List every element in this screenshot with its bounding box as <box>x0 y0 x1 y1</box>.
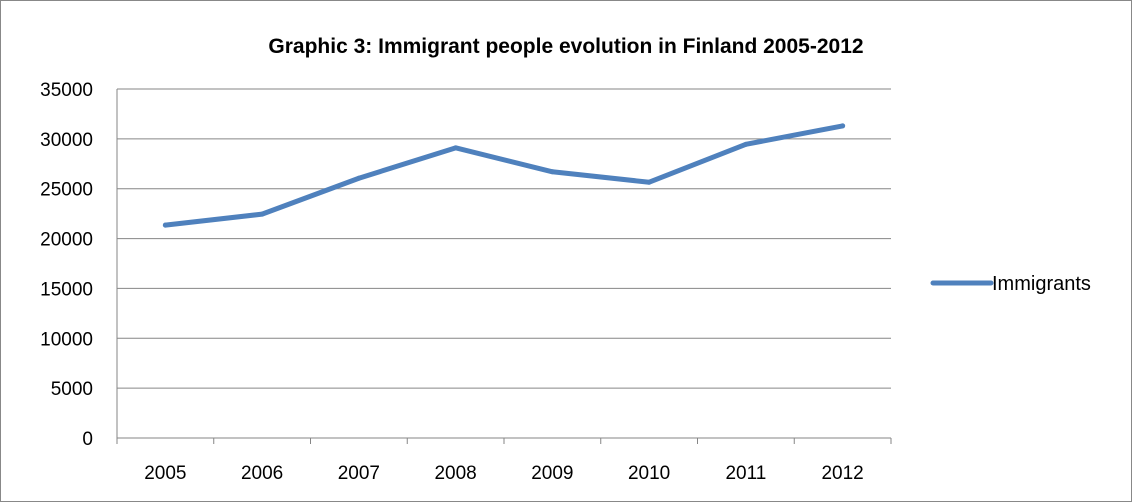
series-lines <box>162 123 846 228</box>
x-tick-label: 2006 <box>241 463 283 484</box>
data-point <box>840 123 846 129</box>
x-tick-labels: 2005 2006 2007 2008 2009 2010 2011 2012 <box>144 463 864 484</box>
y-tick-label: 35000 <box>40 80 93 101</box>
x-tick-label: 2008 <box>434 463 476 484</box>
y-tick-labels: 0 5000 10000 15000 20000 25000 30000 35000 <box>40 80 93 450</box>
series-line-immigrants <box>162 123 846 228</box>
data-point <box>162 222 168 228</box>
x-tick-label: 2010 <box>628 463 670 484</box>
axes <box>116 89 892 444</box>
data-point <box>743 141 749 147</box>
x-tick-label: 2009 <box>531 463 573 484</box>
gridlines <box>117 88 891 389</box>
x-tick-label: 2005 <box>144 463 186 484</box>
x-tick-label: 2011 <box>725 463 766 484</box>
chart-title: Graphic 3: Immigrant people evolution in… <box>268 35 863 58</box>
legend: Immigrants <box>930 273 1091 295</box>
y-tick-label: 20000 <box>40 230 93 251</box>
y-tick-label: 10000 <box>40 329 93 350</box>
y-tick-label: 30000 <box>40 130 93 151</box>
data-point <box>259 211 265 217</box>
x-tick-label: 2012 <box>821 463 863 484</box>
y-tick-label: 5000 <box>51 379 93 400</box>
data-point <box>549 169 555 175</box>
y-tick-label: 25000 <box>40 180 93 201</box>
data-point <box>453 145 459 151</box>
y-tick-label: 0 <box>82 429 93 450</box>
y-tick-label: 15000 <box>40 279 93 300</box>
x-tick-label: 2007 <box>338 463 380 484</box>
data-point <box>356 175 362 181</box>
legend-label: Immigrants <box>992 273 1091 295</box>
data-point <box>646 179 652 185</box>
